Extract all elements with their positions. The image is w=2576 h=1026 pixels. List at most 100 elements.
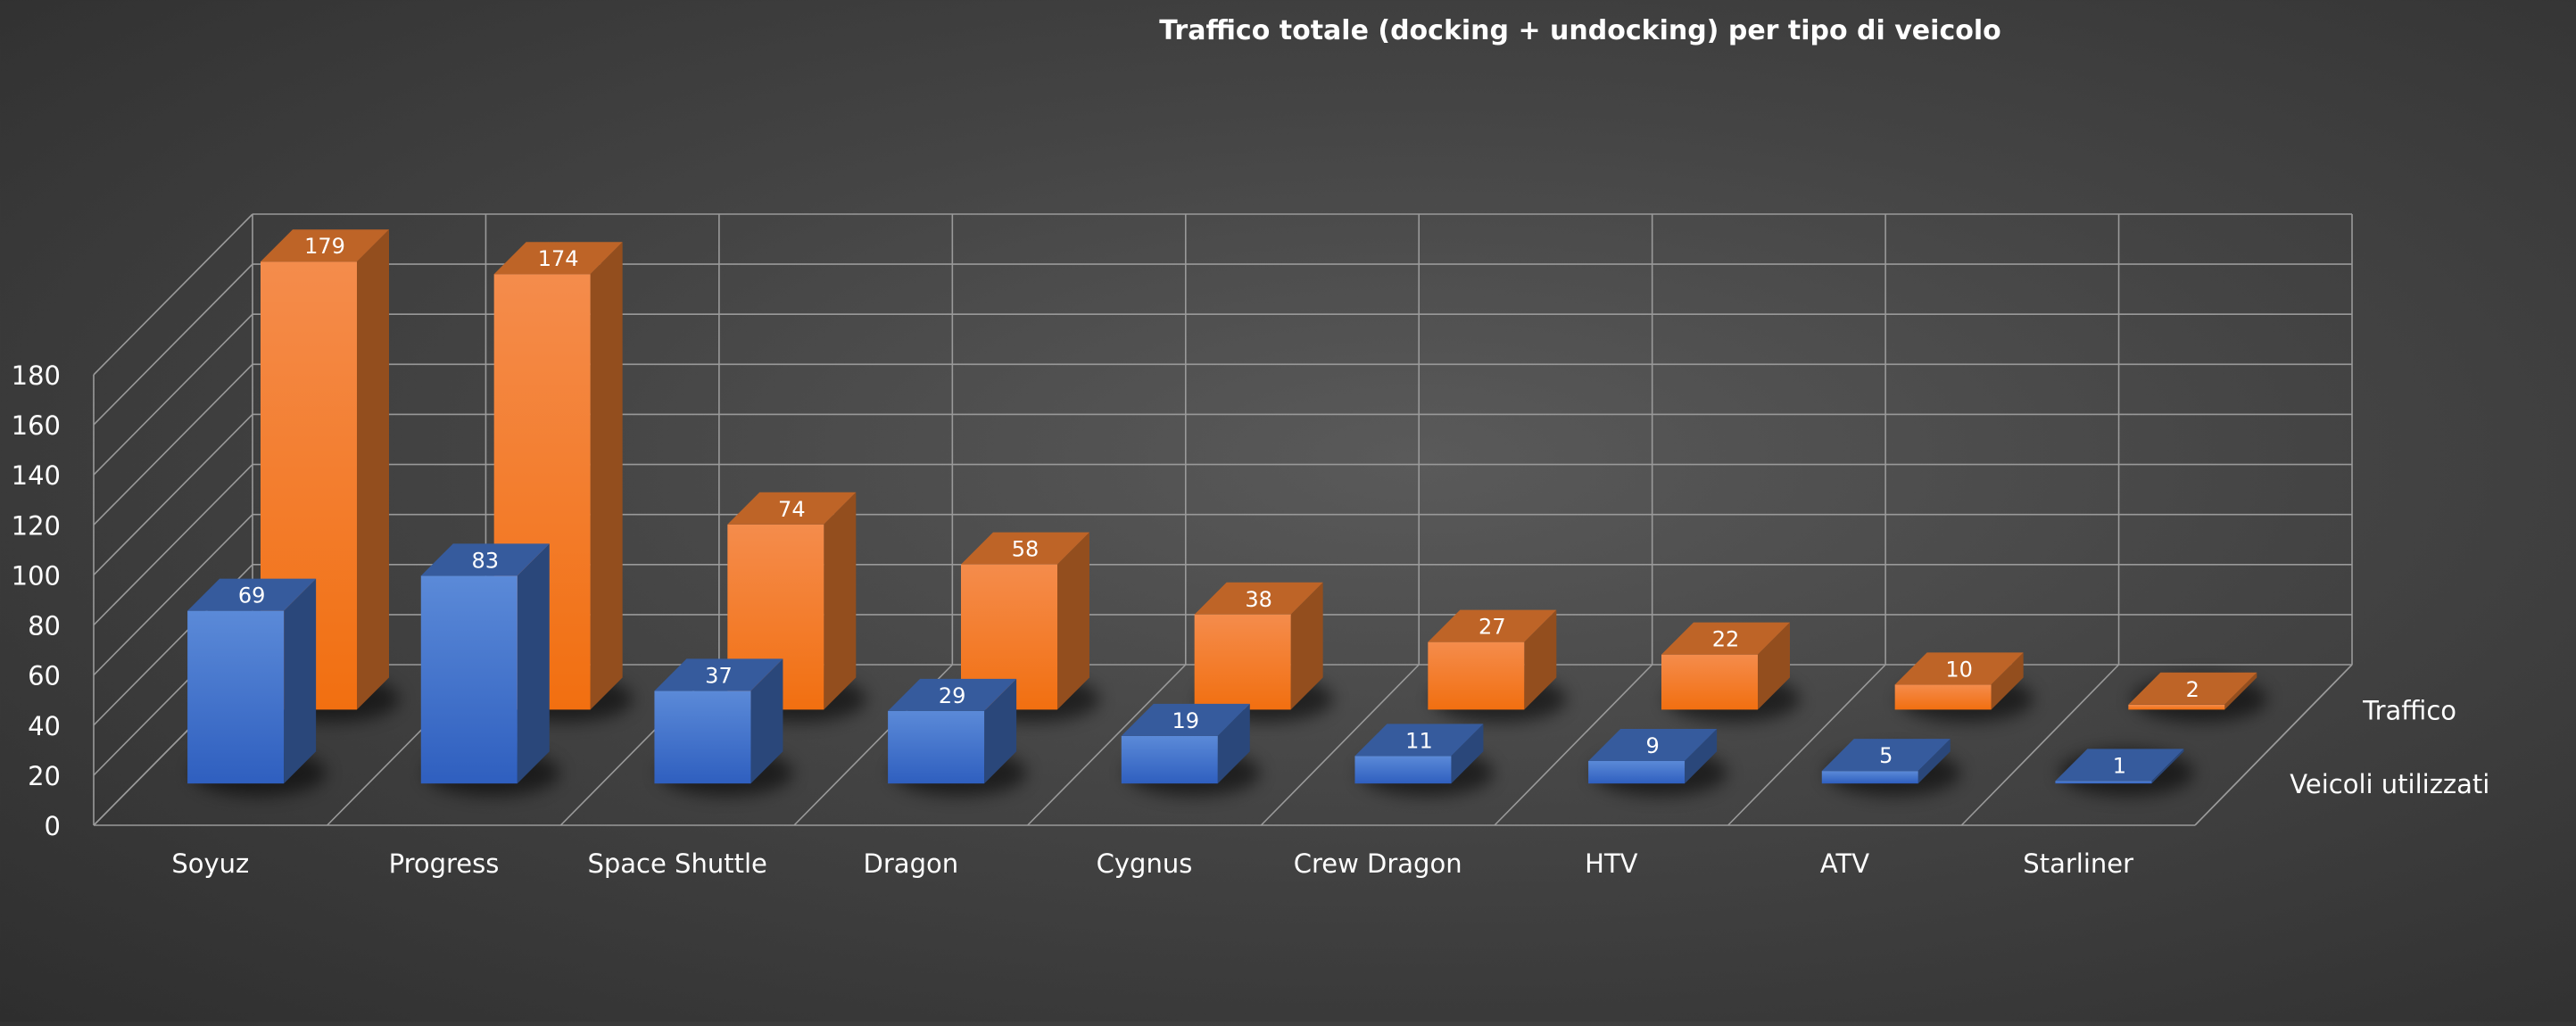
x-tick-label: Progress	[389, 848, 500, 879]
bar-veicoli-atv: 5	[1821, 739, 1951, 784]
y-tick-label: 100	[12, 560, 61, 591]
y-tick-label: 80	[28, 611, 61, 641]
bar-front-face	[1194, 614, 1291, 710]
bar-top-face	[1894, 652, 2024, 685]
series-axis-label: Traffico	[2362, 695, 2456, 725]
gridline-side-100	[93, 413, 253, 576]
bars: 179 174 74 58 38 27 22 10 2 69 83 37 29 19 11 9 5 1	[187, 229, 2257, 784]
bar-front-face	[420, 575, 518, 784]
bar-front-face	[1354, 756, 1452, 784]
bar-side-face	[750, 658, 783, 784]
data-label: 2	[2186, 677, 2199, 702]
gridline-side-180	[93, 213, 253, 376]
data-label: 19	[1172, 708, 1200, 733]
gridline-side-60	[93, 514, 253, 676]
data-label: 27	[1479, 615, 1506, 640]
bar-traffico-atv: 10	[1894, 652, 2024, 710]
x-tick-label: Starliner	[2023, 848, 2133, 879]
series-axis-label: Veicoli utilizzati	[2290, 769, 2489, 799]
bar-traffico-starliner: 2	[2128, 672, 2257, 710]
bar-front-face	[2128, 704, 2225, 710]
floor-divider-8	[1960, 664, 2120, 826]
floor-divider-6	[1494, 664, 1653, 826]
bar-top-face	[727, 492, 857, 525]
x-tick-label: Dragon	[864, 848, 959, 879]
data-label: 11	[1405, 728, 1433, 753]
data-label: 69	[238, 583, 266, 608]
bar-veicoli-progress: 83	[420, 543, 550, 784]
bar-front-face	[1588, 760, 1686, 784]
bar-side-face	[824, 492, 857, 710]
bar-veicoli-cygnus: 19	[1121, 703, 1250, 784]
bar-front-face	[2055, 781, 2152, 784]
bar-front-face	[1894, 684, 1992, 710]
x-tick-label: Space Shuttle	[587, 848, 766, 879]
bar-front-face	[654, 691, 751, 784]
data-label: 179	[304, 234, 345, 259]
bar-side-face	[2224, 672, 2257, 710]
y-tick-label: 120	[12, 510, 61, 541]
x-tick-label: Crew Dragon	[1294, 848, 1462, 879]
bar-side-face	[2151, 749, 2184, 784]
data-label: 174	[538, 246, 579, 271]
bar-veicoli-starliner: 1	[2055, 749, 2184, 784]
data-label: 38	[1245, 587, 1272, 612]
bar-top-face	[2055, 749, 2184, 782]
bar-side-face	[1757, 622, 1790, 710]
bar-veicoli-space-shuttle: 37	[654, 658, 783, 784]
bar-side-face	[1056, 532, 1089, 710]
gridline-side-140	[93, 313, 253, 476]
bar-side-face	[1918, 739, 1951, 784]
bar-veicoli-dragon: 29	[888, 678, 1017, 784]
data-label: 1	[2113, 753, 2126, 778]
x-tick-label: Cygnus	[1097, 848, 1193, 879]
bar-top-face	[260, 229, 389, 262]
bar-traffico-crew-dragon: 27	[1428, 609, 1557, 710]
bar-top-face	[654, 658, 783, 691]
bar-front-face	[1428, 641, 1525, 710]
bar-top-face	[1588, 728, 1718, 761]
data-label: 83	[472, 548, 500, 573]
bar-top-face	[1661, 622, 1790, 655]
y-tick-label: 20	[28, 761, 61, 791]
bar-side-face	[1524, 609, 1557, 710]
bar-side-face	[1685, 728, 1718, 784]
bar-veicoli-htv: 9	[1588, 728, 1718, 784]
bar-top-face	[960, 532, 1089, 565]
x-tick-label: ATV	[1820, 848, 1869, 879]
bar-top-face	[888, 678, 1017, 711]
y-tick-label: 60	[28, 661, 61, 691]
bar-veicoli-crew-dragon: 11	[1354, 724, 1484, 784]
bar-traffico-htv: 22	[1661, 622, 1790, 710]
axis-labels: 0 20 40 60 80 100 120 140 160 180 Soyuz Progress Spa…	[12, 360, 2490, 879]
x-tick-label: HTV	[1585, 848, 1638, 879]
y-tick-label: 160	[12, 410, 61, 441]
y-tick-label: 140	[12, 460, 61, 491]
bar-side-face	[1290, 582, 1323, 710]
bar-top-face	[420, 543, 550, 576]
bar-traffico-cygnus: 38	[1194, 582, 1323, 710]
bar-top-face	[1821, 739, 1951, 772]
bar-side-face	[1991, 652, 2024, 710]
data-label: 29	[939, 683, 966, 708]
bar-front-face	[888, 710, 985, 784]
data-label: 74	[778, 497, 806, 522]
y-tick-label: 40	[28, 711, 61, 741]
bar-side-face	[356, 229, 389, 710]
y-tick-label: 0	[45, 811, 61, 841]
bar-front-face	[1821, 771, 1918, 784]
bar-side-face	[517, 543, 550, 784]
data-label: 5	[1879, 743, 1893, 768]
bar-side-face	[1217, 703, 1250, 784]
floor-divider-4	[1027, 664, 1187, 826]
data-label: 9	[1645, 733, 1659, 758]
bar-top-face	[1121, 703, 1250, 736]
bar-veicoli-soyuz: 69	[187, 578, 317, 784]
floor-divider-5	[1260, 664, 1420, 826]
bar-front-face	[1661, 654, 1758, 710]
bar-top-face	[187, 578, 317, 611]
data-label: 10	[1945, 657, 1973, 682]
bar-top-face	[493, 242, 623, 275]
